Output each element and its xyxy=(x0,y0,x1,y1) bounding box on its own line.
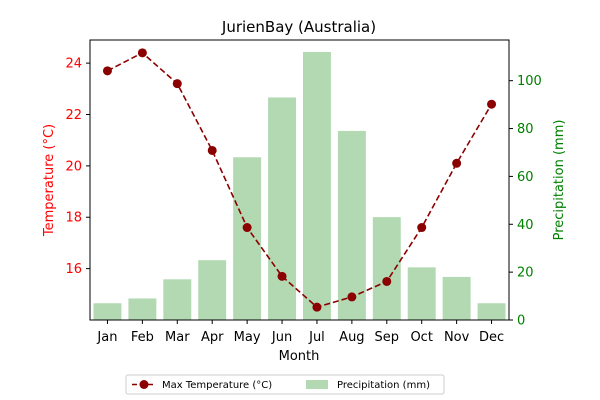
precipitation-bar xyxy=(337,130,366,320)
temperature-point xyxy=(137,48,147,58)
plot-frame xyxy=(89,39,510,321)
x-tick-label: May xyxy=(234,330,261,345)
temperature-line xyxy=(102,48,497,312)
precipitation-bar xyxy=(128,298,157,320)
precipitation-bar xyxy=(302,51,331,320)
y-right-tick-label: 80 xyxy=(517,122,534,137)
y-right-tick-label: 60 xyxy=(517,170,534,185)
temperature-point xyxy=(347,292,357,302)
x-tick-label: Jul xyxy=(308,330,325,345)
y-left-tick-label: 22 xyxy=(65,108,82,123)
x-tick-label: Jun xyxy=(271,330,292,345)
precipitation-bars xyxy=(93,51,506,320)
legend-temperature-marker xyxy=(139,380,149,389)
temperature-point xyxy=(277,271,287,281)
temperature-point xyxy=(172,79,182,89)
x-tick-label: Jan xyxy=(96,330,117,345)
y-axis-right: 0 20 40 60 80 100 xyxy=(509,74,542,329)
y-axis-right-title: Precipitation (mm) xyxy=(552,120,567,241)
precipitation-bar xyxy=(372,217,401,320)
precipitation-bar xyxy=(268,97,297,320)
precipitation-bar xyxy=(442,276,471,320)
chart-title: JurienBay (Australia) xyxy=(221,18,376,36)
temperature-point xyxy=(487,99,497,109)
temperature-point xyxy=(452,158,462,168)
temperature-point xyxy=(382,276,392,286)
x-tick-label: Sep xyxy=(375,330,400,345)
x-tick-label: Aug xyxy=(339,330,364,345)
temperature-point xyxy=(102,66,112,76)
precipitation-bar xyxy=(477,303,506,320)
precipitation-bar xyxy=(407,267,436,320)
y-axis-left: 16 18 20 22 24 xyxy=(65,57,90,277)
x-tick-label: Nov xyxy=(444,330,470,345)
y-left-tick-label: 20 xyxy=(65,159,82,174)
temperature-point xyxy=(242,223,252,233)
x-axis: Jan Feb Mar Apr May Jun Jul Aug Sep Oct Nov Dec xyxy=(96,320,504,345)
legend-temperature-label: Max Temperature (°C) xyxy=(162,380,272,391)
x-tick-label: Dec xyxy=(479,330,504,345)
precipitation-bar xyxy=(198,260,227,320)
temperature-point xyxy=(207,145,217,155)
y-left-tick-label: 16 xyxy=(65,262,82,277)
x-axis-title: Month xyxy=(279,349,320,364)
y-axis-left-title: Temperature (°C) xyxy=(42,124,57,237)
legend-box xyxy=(125,374,445,395)
legend: Max Temperature (°C) Precipitation (mm) xyxy=(125,374,445,395)
legend-precipitation-label: Precipitation (mm) xyxy=(337,380,430,391)
x-tick-label: Apr xyxy=(201,330,224,345)
x-tick-label: Mar xyxy=(165,330,190,345)
y-left-tick-label: 18 xyxy=(65,211,82,226)
legend-precipitation-swatch xyxy=(306,380,328,389)
y-right-tick-label: 20 xyxy=(517,266,534,281)
x-tick-label: Feb xyxy=(131,330,154,345)
precipitation-bar xyxy=(233,157,262,320)
y-right-tick-label: 40 xyxy=(517,218,534,233)
temperature-series-line xyxy=(107,51,493,309)
y-right-tick-label: 100 xyxy=(517,74,542,89)
precipitation-bar xyxy=(163,279,192,320)
x-tick-label: Oct xyxy=(410,330,432,345)
temperature-point xyxy=(417,223,427,233)
y-right-tick-label: 0 xyxy=(517,314,525,329)
y-left-tick-label: 24 xyxy=(65,57,82,72)
precipitation-bar xyxy=(93,303,122,320)
temperature-point xyxy=(312,302,322,312)
